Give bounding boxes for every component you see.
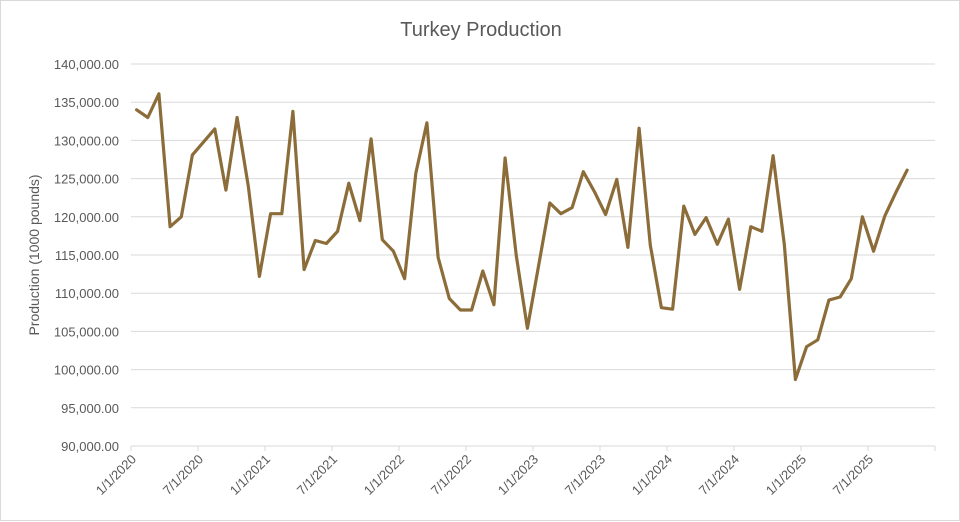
x-axis: 1/1/2020 7/1/2020 1/1/2021 7/1/2021 1/1/2022… xyxy=(93,446,936,498)
y-tick-label: 105,000.00 xyxy=(54,324,119,339)
y-tick-label: 110,000.00 xyxy=(55,286,119,301)
y-tick-label: 120,000.00 xyxy=(54,210,119,225)
x-tick-label: 1/1/2022 xyxy=(361,452,407,498)
x-tick-label: 1/1/2021 xyxy=(227,452,273,498)
x-tick-label: 7/1/2022 xyxy=(428,452,474,498)
x-tick-label: 7/1/2020 xyxy=(160,452,206,498)
x-tick-label: 1/1/2020 xyxy=(93,452,139,498)
y-tick-label: 100,000.00 xyxy=(54,363,119,378)
x-tick-label: 7/1/2024 xyxy=(696,452,742,498)
y-tick-label: 130,000.00 xyxy=(54,133,119,148)
y-tick-label: 115,000.00 xyxy=(55,248,119,263)
x-tick-label: 7/1/2021 xyxy=(294,452,340,498)
x-tick-label: 7/1/2025 xyxy=(830,452,876,498)
gridlines xyxy=(131,63,935,447)
y-tick-label: 125,000.00 xyxy=(54,172,119,187)
x-tick-label: 7/1/2023 xyxy=(562,452,608,498)
y-tick-label: 135,000.00 xyxy=(54,95,119,110)
x-tick-label: 1/1/2023 xyxy=(495,452,541,498)
chart-title: Turkey Production xyxy=(400,19,562,41)
y-tick-label: 90,000.00 xyxy=(61,439,119,454)
y-axis-label: Production (1000 pounds) xyxy=(26,174,42,335)
y-tick-label: 140,000.00 xyxy=(54,57,119,72)
x-tick-label: 1/1/2024 xyxy=(629,452,675,498)
series-line-turkey-production xyxy=(135,92,909,382)
y-axis-ticks: 140,000.00 135,000.00 130,000.00 125,000.00… xyxy=(54,57,119,454)
x-tick-label: 1/1/2025 xyxy=(763,452,809,498)
y-tick-label: 95,000.00 xyxy=(61,401,119,416)
